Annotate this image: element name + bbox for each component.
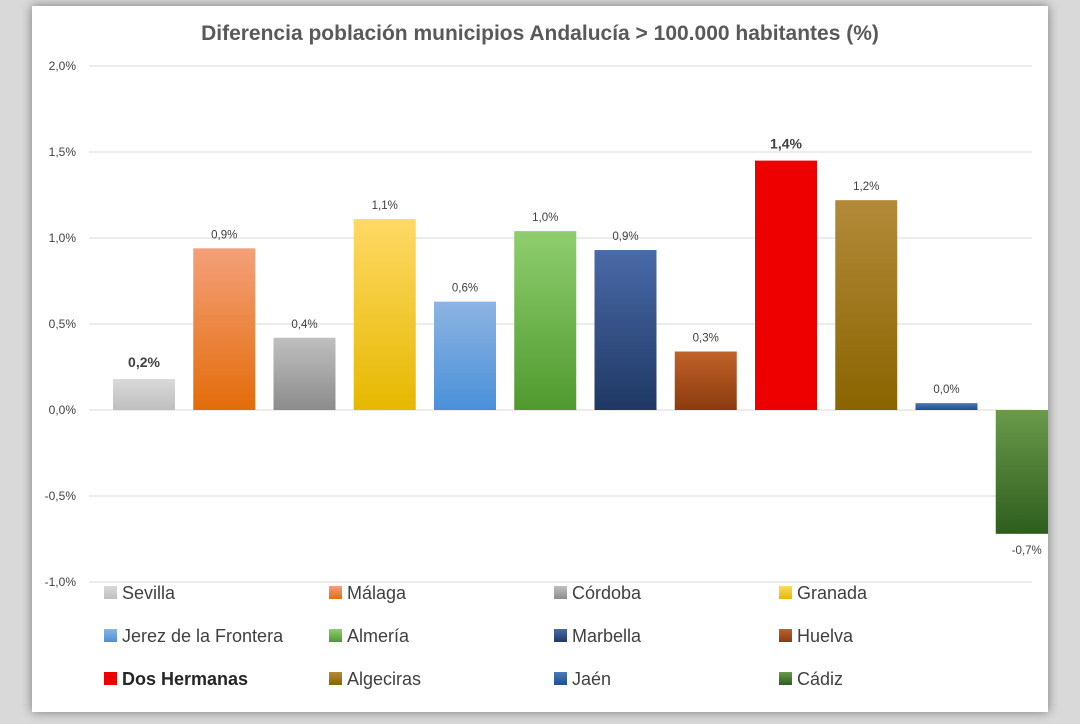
bar-granada (353, 219, 416, 410)
bar-huelva (674, 351, 737, 410)
legend-label: Sevilla (122, 583, 176, 603)
bar-jerez-de-la-frontera (434, 301, 496, 410)
legend-swatch (554, 629, 567, 642)
chart-card: Diferencia población municipios Andalucí… (32, 6, 1048, 712)
y-tick-label: 1,0% (49, 231, 77, 245)
bar-ja-n (915, 403, 978, 410)
legend-label: Cádiz (797, 669, 843, 689)
y-tick-label: 2,0% (49, 59, 77, 73)
y-tick-label: 1,5% (49, 145, 77, 159)
legend-swatch (554, 672, 567, 685)
data-label: 0,6% (452, 283, 478, 295)
data-label: 0,9% (612, 231, 638, 243)
legend-label: Dos Hermanas (122, 669, 248, 689)
legend-label: Jaén (572, 669, 611, 689)
data-labels: 0,2% 0,9% 0,4% 1,1% 0,6% 1,0% 0,9% 0,3% 1,4% 1,2%… (128, 136, 1042, 557)
legend-swatch (554, 586, 567, 599)
y-tick-label: 0,0% (49, 403, 77, 417)
legend-swatch (104, 672, 117, 685)
data-label: -0,7% (1012, 545, 1042, 557)
data-label: 0,9% (211, 229, 237, 241)
legend-swatch (779, 586, 792, 599)
data-label: 1,0% (532, 212, 558, 224)
legend-swatch (329, 672, 342, 685)
bar-marbella (594, 250, 657, 410)
legend-label: Almería (347, 626, 410, 646)
y-tick-label: -0,5% (45, 489, 77, 503)
bar-m-laga (193, 248, 256, 410)
legend-label: Málaga (347, 583, 407, 603)
legend-label: Marbella (572, 626, 642, 646)
bar-algeciras (835, 200, 898, 410)
bar-c-diz (995, 410, 1048, 534)
data-label: 0,4% (291, 319, 317, 331)
legend-label: Algeciras (347, 669, 421, 689)
legend: Sevilla Málaga Córdoba Granada Jerez de la F… (104, 583, 868, 689)
legend-swatch (104, 586, 117, 599)
data-label: 0,0% (933, 384, 959, 396)
legend-swatch (104, 629, 117, 642)
data-label: 1,2% (853, 181, 879, 193)
legend-label: Granada (797, 583, 868, 603)
bar-chart: Diferencia población municipios Andalucí… (45, 22, 1048, 689)
legend-label: Córdoba (572, 583, 642, 603)
bar-almer-a (514, 231, 577, 410)
y-axis-ticks: 2,0% 1,5% 1,0% 0,5% 0,0% -0,5% -1,0% (45, 59, 77, 589)
legend-swatch (329, 586, 342, 599)
y-tick-label: -1,0% (45, 575, 77, 589)
bar-sevilla (113, 379, 175, 410)
legend-swatch (779, 629, 792, 642)
legend-label: Huelva (797, 626, 854, 646)
legend-label: Jerez de la Frontera (122, 626, 284, 646)
data-label: 0,3% (693, 333, 719, 345)
bar-dos-hermanas (755, 160, 817, 410)
legend-swatch (329, 629, 342, 642)
bars (113, 160, 1048, 534)
data-label: 0,2% (128, 354, 160, 370)
y-tick-label: 0,5% (49, 317, 77, 331)
bar-c-rdoba (273, 337, 336, 410)
data-label: 1,4% (770, 136, 802, 152)
data-label: 1,1% (372, 200, 398, 212)
chart-title: Diferencia población municipios Andalucí… (201, 22, 879, 45)
legend-swatch (779, 672, 792, 685)
